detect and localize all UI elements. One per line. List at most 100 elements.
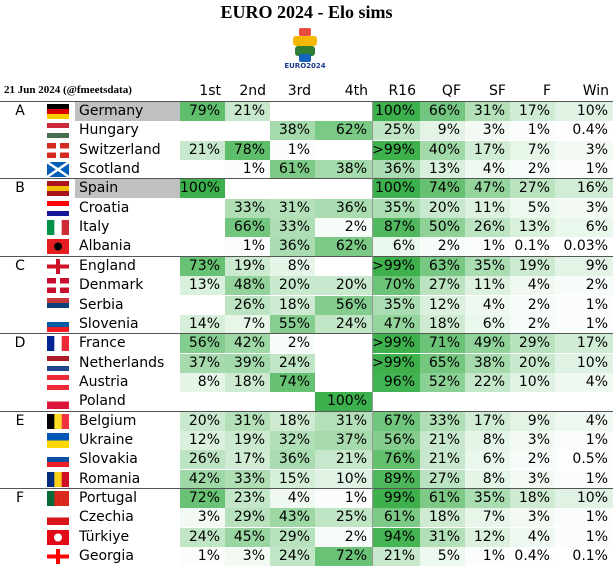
probability-cell: 18% (270, 295, 315, 315)
probability-cell: 31% (465, 102, 510, 121)
probability-cell: 0.4% (555, 121, 613, 141)
probability-cell: 1% (180, 547, 225, 567)
flag (47, 471, 69, 487)
flag (47, 258, 69, 274)
probability-cell: 20% (270, 276, 315, 296)
probability-cell: 100% (315, 392, 372, 412)
probability-cell: 6% (555, 218, 613, 238)
probability-cell: 6% (465, 450, 510, 470)
team-name: Austria (79, 373, 129, 390)
probability-cell: 66% (225, 218, 270, 238)
probability-cell: 8% (465, 430, 510, 450)
probability-cell: 1% (315, 489, 372, 508)
flag (47, 142, 69, 158)
probability-cell: 11% (465, 198, 510, 218)
probability-cell: 45% (225, 527, 270, 547)
probability-cell: 3% (555, 140, 613, 160)
probability-cell: 72% (180, 489, 225, 508)
group-separator (0, 101, 613, 102)
team-name: Hungary (79, 122, 139, 139)
team-name: Slovenia (79, 315, 139, 332)
probability-cell: 47% (372, 314, 420, 334)
probability-cell: 100% (372, 102, 420, 121)
probability-cell: 9% (555, 256, 613, 276)
flag (47, 355, 69, 371)
probability-cell: 17% (510, 102, 555, 121)
flag (47, 181, 69, 197)
probability-cell: 3% (510, 469, 555, 489)
probability-cell: 7% (510, 140, 555, 160)
flag (47, 529, 69, 545)
column-header: 1st (199, 83, 221, 99)
group-label: A (15, 103, 25, 119)
probability-cell: 56% (180, 334, 225, 354)
probability-cell: 26% (180, 450, 225, 470)
team-name: Italy (79, 219, 110, 236)
probability-cell: 1% (555, 527, 613, 547)
flag (47, 510, 69, 526)
probability-cell: >99% (372, 353, 420, 373)
probability-cell: 1% (225, 160, 270, 180)
probability-cell: 42% (225, 334, 270, 354)
probability-cell: 36% (270, 237, 315, 257)
probability-cell: 4% (510, 527, 555, 547)
probability-cell: 26% (225, 295, 270, 315)
column-header: F (542, 83, 551, 99)
probability-cell: 1% (555, 469, 613, 489)
probability-cell: 17% (465, 411, 510, 431)
group-separator (0, 333, 613, 335)
column-header: Win (582, 83, 609, 99)
probability-cell: 37% (315, 430, 372, 450)
probability-cell: 29% (510, 334, 555, 354)
probability-cell: 23% (225, 489, 270, 508)
probability-cell: 27% (420, 276, 465, 296)
title: EURO 2024 - Elo sims (220, 2, 393, 22)
probability-cell: 2% (510, 295, 555, 315)
probability-cell: 48% (225, 276, 270, 296)
probability-cell: 38% (315, 160, 372, 180)
column-header: QF (441, 83, 461, 99)
team-name: Ukraine (79, 431, 134, 448)
probability-cell: 6% (465, 314, 510, 334)
probability-cell: 31% (225, 411, 270, 431)
team-name: Denmark (79, 277, 144, 294)
probability-cell: 18% (510, 489, 555, 508)
group-separator (0, 410, 613, 412)
flag (47, 374, 69, 390)
probability-cell: 76% (372, 450, 420, 470)
probability-cell: 3% (510, 508, 555, 528)
probability-cell: 61% (420, 489, 465, 508)
probability-cell: 6% (372, 237, 420, 257)
probability-cell: 56% (315, 295, 372, 315)
probability-cell: 55% (270, 314, 315, 334)
team-name: Serbia (79, 296, 124, 313)
probability-cell: 40% (420, 140, 465, 160)
probability-cell: 38% (270, 121, 315, 141)
team-name: Albania (79, 238, 132, 255)
flag (47, 549, 69, 565)
date-label: 21 Jun 2024 (@fmeetsdata) (4, 84, 132, 96)
probability-cell: 50% (420, 218, 465, 238)
probability-cell: 4% (270, 489, 315, 508)
probability-cell: 1% (555, 160, 613, 180)
probability-cell: 56% (372, 430, 420, 450)
column-header: SF (489, 83, 506, 99)
team-name: France (79, 335, 126, 352)
probability-cell: 31% (420, 527, 465, 547)
column-header: R16 (388, 83, 416, 99)
probability-cell: 79% (180, 102, 225, 121)
probability-cell: 38% (465, 353, 510, 373)
probability-cell: 52% (420, 372, 465, 392)
probability-cell: 12% (180, 430, 225, 450)
probability-cell: 17% (465, 140, 510, 160)
group-separator (0, 255, 613, 257)
probability-cell: 100% (180, 179, 225, 199)
probability-cell: 21% (315, 450, 372, 470)
flag (47, 200, 69, 216)
probability-cell: 1% (225, 237, 270, 257)
probability-cell: 73% (180, 256, 225, 276)
probability-cell: 22% (465, 372, 510, 392)
probability-cell: 0.5% (555, 450, 613, 470)
probability-cell: 3% (510, 430, 555, 450)
flag (47, 162, 69, 178)
